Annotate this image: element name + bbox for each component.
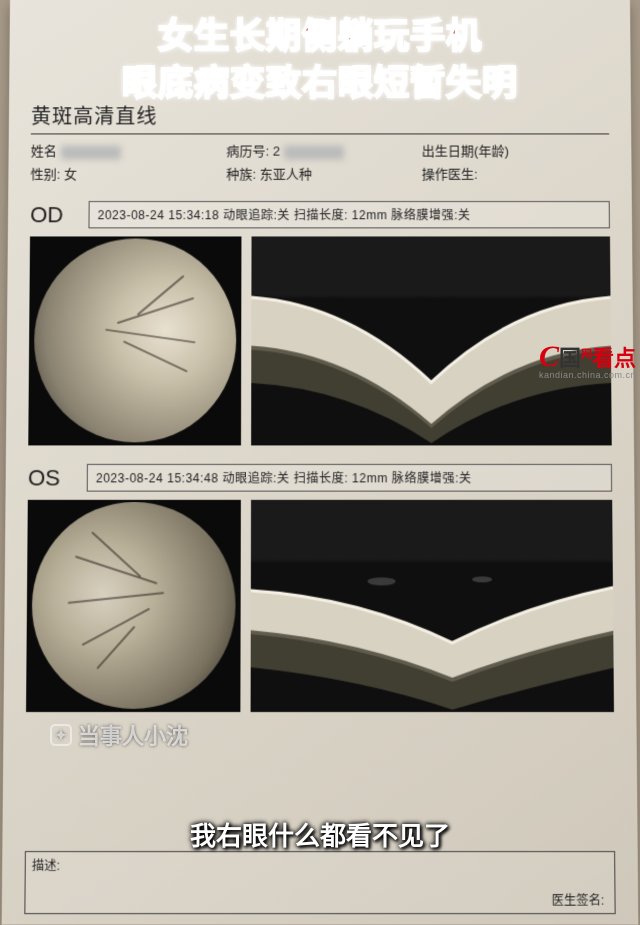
description-box: 描述: 医生签名: [24, 851, 615, 914]
report-footer: 描述: 医生签名: [24, 851, 615, 914]
record-value: 2 [273, 144, 280, 159]
oct-scan-os [251, 500, 614, 712]
field-sex: 性别: 女 [30, 164, 218, 183]
record-blur [284, 145, 344, 159]
field-record: 病历号: 2 [226, 140, 414, 159]
oct-scan-od [251, 236, 612, 445]
sex-label: 性别: [30, 167, 60, 182]
eye-label-os: OS [28, 464, 77, 491]
field-dob: 出生日期(年龄) [422, 140, 610, 159]
desc-label: 描述: [32, 856, 60, 874]
fundus-image-od [28, 236, 241, 445]
fundus-circle-os [31, 502, 236, 709]
eye-block-os: OS 2023-08-24 15:34:48 动眼追踪:关 扫描长度: 12mm… [26, 464, 614, 712]
patient-info-row-2: 性别: 女 种族: 东亚人种 操作医生: [30, 164, 609, 183]
dob-label: 出生日期(年龄) [422, 144, 509, 159]
field-doctor: 操作医生: [422, 164, 610, 183]
fundus-image-os [26, 500, 241, 712]
report-title: 黄斑高清直线 [31, 100, 609, 134]
eye-header-od: OD 2023-08-24 15:34:18 动眼追踪:关 扫描长度: 12mm… [30, 201, 610, 228]
name-blur [60, 145, 120, 159]
sex-value: 女 [64, 167, 77, 182]
race-value: 东亚人种 [260, 167, 312, 182]
race-label: 种族: [226, 167, 256, 182]
name-label: 姓名 [31, 144, 57, 159]
field-name: 姓名 [31, 140, 219, 159]
sign-label: 医生签名: [552, 891, 605, 909]
field-race: 种族: 东亚人种 [226, 164, 414, 183]
doctor-label: 操作医生: [422, 167, 478, 182]
patient-info-row-1: 姓名 病历号: 2 出生日期(年龄) [31, 140, 610, 159]
eye-meta-os: 2023-08-24 15:34:48 动眼追踪:关 扫描长度: 12mm 脉络… [87, 464, 612, 492]
eye-block-od: OD 2023-08-24 15:34:18 动眼追踪:关 扫描长度: 12mm… [28, 201, 611, 445]
eye-label-od: OD [30, 202, 79, 228]
fundus-circle-od [33, 238, 236, 442]
scan-row-os [26, 500, 614, 712]
scan-row-od [28, 236, 611, 445]
record-label: 病历号: [226, 144, 269, 159]
medical-report-paper: 黄斑高清直线 姓名 病历号: 2 出生日期(年龄) 性别: 女 种族: 东亚人种… [2, 0, 639, 925]
eye-meta-od: 2023-08-24 15:34:18 动眼追踪:关 扫描长度: 12mm 脉络… [88, 201, 609, 228]
eye-header-os: OS 2023-08-24 15:34:48 动眼追踪:关 扫描长度: 12mm… [28, 464, 612, 492]
